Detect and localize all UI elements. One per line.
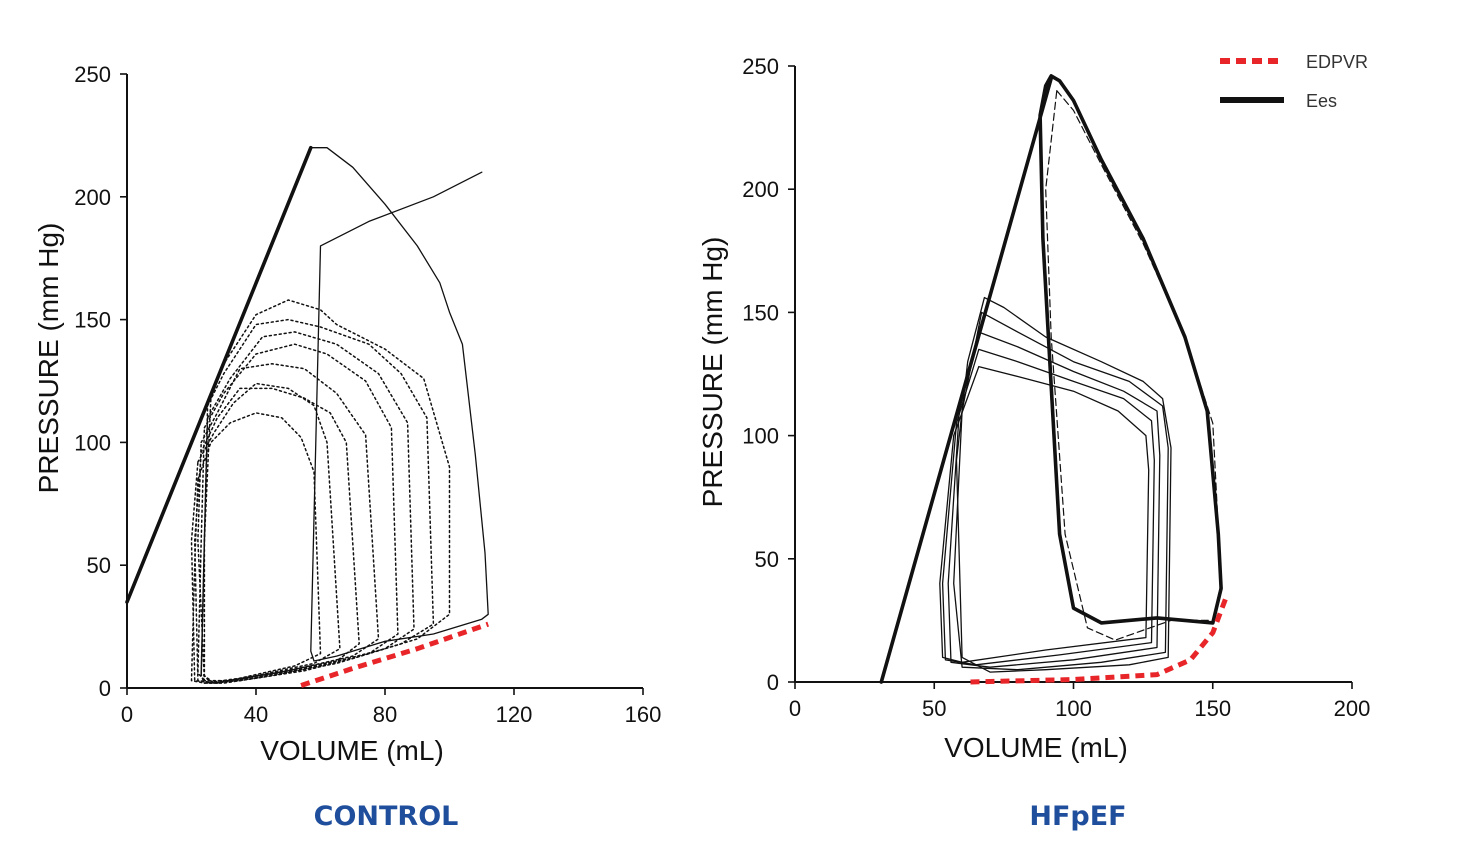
hfpef-series-occlusion-loop-4: [941, 348, 1155, 666]
hfpef-x-tick-label: 150: [1194, 696, 1231, 721]
control-caption: CONTROL: [314, 801, 459, 832]
control-y-tick-label: 150: [74, 308, 111, 333]
control-y-tick-label: 100: [74, 430, 111, 455]
control-series-ees: [125, 145, 313, 604]
control-series-baseline-loop: [310, 147, 489, 662]
hfpef-y-tick-label: 200: [742, 177, 779, 202]
hfpef-x-tick-label: 200: [1334, 696, 1371, 721]
hfpef-x-tick-label: 100: [1055, 696, 1092, 721]
control-series-occlusion-loop-5: [197, 363, 380, 682]
hfpef-y-tick-label: 100: [742, 424, 779, 449]
control-y-tick-label: 200: [74, 185, 111, 210]
control-y-tick-label: 0: [99, 676, 111, 701]
control-series-occlusion-loop-7: [190, 382, 341, 684]
hfpef-caption: HFpEF: [1029, 801, 1126, 832]
control-y-axis-title: PRESSURE (mm Hg): [33, 223, 64, 494]
hfpef-x-axis-title: VOLUME (mL): [944, 732, 1128, 763]
hfpef-x-tick-label: 50: [922, 696, 946, 721]
hfpef-y-tick-label: 0: [767, 670, 779, 695]
hfpef-y-tick-label: 50: [755, 547, 779, 572]
hfpef-y-axis-title: PRESSURE (mm Hg): [697, 237, 728, 508]
control-series-occlusion-loop-8: [190, 412, 322, 684]
control-plot-area: 0 40 80 120 160 0 50 100 150 200 250: [74, 62, 661, 727]
control-series-occlusion-loop-4: [197, 343, 399, 684]
legend-edpvr-label: EDPVR: [1306, 52, 1368, 72]
hfpef-series-dashed-loop: [1045, 89, 1222, 641]
hfpef-series-baseline-loop-bold: [1038, 74, 1223, 625]
hfpef-y-tick-label: 250: [742, 54, 779, 79]
hfpef-x-tick-label: 0: [789, 696, 801, 721]
hfpef-series-ees: [879, 76, 1053, 684]
control-y-tick-label: 250: [74, 62, 111, 87]
control-series-occlusion-loop-1: [203, 299, 451, 684]
control-series-occlusion-loop-3: [200, 331, 415, 684]
hfpef-series-occlusion-loop-1: [955, 296, 1172, 673]
control-panel: PRESSURE (mm Hg) VOLUME (mL) CONTROL 0 40…: [33, 62, 661, 832]
hfpef-series-occlusion-loop-5: [939, 365, 1150, 663]
hfpef-series-occlusion-loop-3: [947, 331, 1161, 668]
legend: EDPVR Ees: [1220, 52, 1368, 111]
control-x-tick-label: 40: [244, 702, 268, 727]
hfpef-y-tick-label: 150: [742, 300, 779, 325]
legend-ees-label: Ees: [1306, 91, 1337, 111]
control-y-tick-label: 50: [87, 553, 111, 578]
control-x-tick-label: 80: [373, 702, 397, 727]
control-x-axis-title: VOLUME (mL): [260, 735, 444, 766]
hfpef-panel: PRESSURE (mm Hg) VOLUME (mL) HFpEF 0 50 10…: [697, 52, 1370, 832]
control-x-tick-label: 0: [121, 702, 133, 727]
control-series-occlusion-loop-6: [193, 387, 360, 684]
control-x-tick-label: 160: [625, 702, 662, 727]
hfpef-series-occlusion-loop-2: [953, 311, 1169, 671]
hfpef-plot-area: 0 50 100 150 200 0 50 100 150 200 250: [742, 54, 1370, 721]
control-x-tick-label: 120: [496, 702, 533, 727]
